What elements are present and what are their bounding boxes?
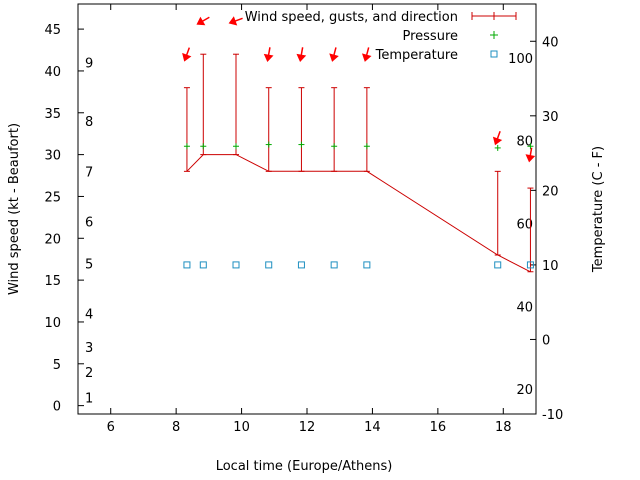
- plot-frame: [77, 3, 537, 415]
- series-layer: [182, 16, 536, 273]
- temperature-point-6: [363, 261, 371, 269]
- beaufort-label-6: 6: [85, 216, 93, 231]
- y2-tick-label-2: 10: [542, 259, 559, 274]
- wind-direction-arrow-2: [228, 16, 243, 26]
- beaufort-label-9: 9: [85, 57, 93, 72]
- legend-swatch-temperature: [490, 50, 498, 58]
- wind-direction-arrow-3: [263, 47, 274, 62]
- y-axis-right: -10 0 10 20 30 40: [530, 35, 563, 423]
- y-axis-left: 0 5 10 15 20 25 30 35 40 45: [44, 23, 84, 415]
- temperature-point-8: [526, 261, 534, 269]
- fahrenheit-label-20: 20: [516, 383, 533, 398]
- wind-arrow-head-8: [525, 154, 536, 163]
- wind-direction-arrow-8: [525, 147, 536, 163]
- wind-direction-arrow-4: [296, 47, 307, 62]
- fahrenheit-label-100: 100: [508, 52, 533, 67]
- y-tick-label-0: 0: [53, 400, 61, 415]
- temperature-point-4: [297, 261, 305, 269]
- y-tick-label-8: 40: [44, 65, 61, 80]
- y-tick-label-1: 5: [53, 358, 61, 373]
- beaufort-label-8: 8: [85, 115, 93, 130]
- wind-arrow-shaft-5: [332, 47, 337, 57]
- beaufort-label-4: 4: [85, 308, 93, 323]
- temperature-point-2: [232, 261, 240, 269]
- fahrenheit-label-40: 40: [516, 300, 533, 315]
- wind-speed-line: [186, 154, 531, 273]
- beaufort-label-2: 2: [85, 366, 93, 381]
- x-tick-label-5: 16: [430, 420, 447, 435]
- temperature-point-7: [494, 261, 502, 269]
- legend-swatch-wind: [471, 12, 517, 20]
- wind-arrow-head-0: [182, 52, 192, 62]
- legend-label-temperature: Temperature: [375, 48, 458, 63]
- wind-arrow-shaft-0: [185, 47, 191, 57]
- y2-tick-label-1: 0: [542, 333, 550, 348]
- wind-arrow-head-1: [196, 16, 206, 26]
- x-axis-label: Local time (Europe/Athens): [216, 459, 393, 474]
- fahrenheit-label-60: 60: [516, 217, 533, 232]
- y-tick-label-7: 35: [44, 107, 61, 122]
- wind-arrow-head-5: [329, 53, 339, 62]
- legend-label-wind: Wind speed, gusts, and direction: [245, 10, 458, 25]
- beaufort-label-1: 1: [85, 391, 93, 406]
- beaufort-label-5: 5: [85, 257, 93, 272]
- beaufort-label-7: 7: [85, 165, 93, 180]
- legend-label-pressure: Pressure: [402, 29, 458, 44]
- x-axis: 6 8 10 12 14 16 18: [107, 4, 512, 435]
- temperature-point-0: [183, 261, 191, 269]
- y-tick-label-6: 30: [44, 149, 61, 164]
- x-tick-label-0: 6: [107, 420, 115, 435]
- y-tick-label-9: 45: [44, 23, 61, 38]
- beaufort-label-3: 3: [85, 341, 93, 356]
- y2-tick-label-0: -10: [542, 408, 563, 423]
- y2-tick-label-5: 40: [542, 35, 559, 50]
- y-tick-label-2: 10: [44, 316, 61, 331]
- y-tick-label-3: 15: [44, 274, 61, 289]
- x-tick-label-6: 18: [495, 420, 512, 435]
- x-tick-label-3: 12: [299, 420, 316, 435]
- y-axis-label: Wind speed (kt - Beaufort): [7, 123, 22, 295]
- temperature-point-1: [199, 261, 207, 269]
- legend-swatch-pressure: [490, 31, 498, 39]
- y-tick-label-5: 25: [44, 190, 61, 205]
- legend: Wind speed, gusts, and direction Pressur…: [245, 10, 517, 63]
- y2-tick-label-3: 20: [542, 184, 559, 199]
- wind-direction-arrow-0: [182, 47, 192, 62]
- beaufort-scale: 1 2 3 4 5 6 7 8 9: [85, 57, 93, 407]
- x-tick-label-1: 8: [172, 420, 180, 435]
- wind-direction-arrow-1: [196, 16, 210, 26]
- x-tick-label-2: 10: [233, 420, 250, 435]
- wind-arrow-shaft-6: [365, 47, 370, 57]
- wind-direction-arrow-6: [361, 47, 372, 62]
- y2-tick-label-4: 30: [542, 110, 559, 125]
- x-tick-label-4: 14: [364, 420, 381, 435]
- wind-arrow-head-3: [263, 53, 274, 62]
- wind-arrow-head-2: [228, 16, 238, 26]
- y2-axis-label: Temperature (C - F): [591, 146, 606, 273]
- temperature-point-5: [330, 261, 338, 269]
- plot-border: [77, 3, 537, 415]
- temperature-point-3: [265, 261, 273, 269]
- wind-direction-arrow-5: [329, 47, 339, 62]
- wind-arrow-head-7: [492, 136, 503, 146]
- y-tick-label-4: 20: [44, 232, 61, 247]
- wind-arrow-head-6: [361, 53, 372, 62]
- wind-arrow-head-4: [296, 53, 307, 62]
- wind-direction-arrow-7: [492, 131, 503, 146]
